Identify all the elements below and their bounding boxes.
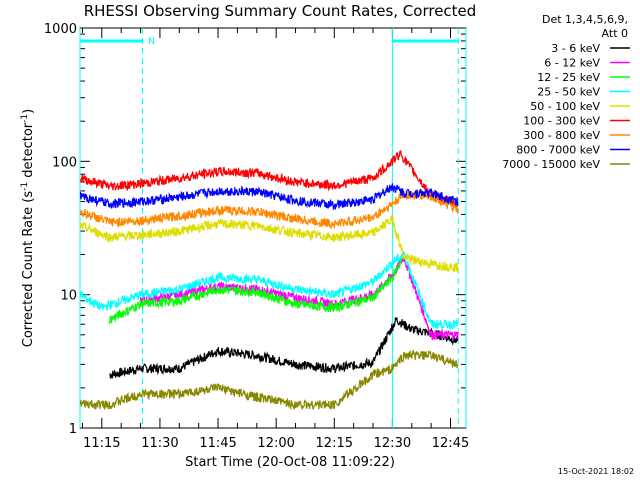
legend-label: 25 - 50 keV bbox=[537, 86, 600, 99]
flag-marker-n: N bbox=[148, 37, 155, 47]
y-tick-label: 100 bbox=[52, 155, 77, 170]
series-line bbox=[79, 251, 459, 332]
legend-label: 300 - 800 keV bbox=[523, 129, 600, 142]
x-tick-label: 11:15 bbox=[83, 436, 120, 451]
legend: Det 1,3,4,5,6,9, Att 0 3 - 6 keV 6 - 12 k… bbox=[502, 13, 630, 171]
legend-label: 3 - 6 keV bbox=[551, 42, 600, 55]
generation-timestamp: 15-Oct-2021 18:02 bbox=[558, 467, 634, 476]
x-tick-label: 12:45 bbox=[432, 436, 469, 451]
x-tick-label: 12:30 bbox=[374, 436, 411, 451]
series-line bbox=[79, 183, 459, 210]
y-axis: 1 10 100 1000 bbox=[44, 22, 466, 437]
x-axis-label: Start Time (20-Oct-08 11:09:22) bbox=[185, 455, 395, 470]
y-tick-label: 10 bbox=[60, 289, 77, 304]
legend-label: 12 - 25 keV bbox=[537, 71, 600, 84]
series-line bbox=[79, 150, 459, 208]
x-axis: 11:15 11:30 11:45 12:00 12:15 12:30 12:45 bbox=[81, 28, 469, 451]
legend-label: 100 - 300 keV bbox=[523, 115, 600, 128]
series-line bbox=[79, 188, 459, 230]
x-tick-label: 11:30 bbox=[141, 436, 178, 451]
series-group bbox=[79, 150, 459, 411]
x-tick-label: 11:45 bbox=[199, 436, 236, 451]
y-axis-label: Corrected Count Rate (s-1 detector-1) bbox=[20, 109, 36, 347]
legend-label: 50 - 100 keV bbox=[530, 100, 600, 113]
x-tick-label: 12:00 bbox=[257, 436, 294, 451]
y-tick-label: 1000 bbox=[44, 22, 77, 37]
legend-label: 7000 - 15000 keV bbox=[502, 158, 600, 171]
y-tick-label: 1 bbox=[69, 422, 77, 437]
legend-label: 6 - 12 keV bbox=[544, 57, 600, 70]
legend-label: 800 - 7000 keV bbox=[516, 144, 600, 157]
series-line bbox=[109, 317, 459, 379]
series-line bbox=[79, 349, 459, 411]
series-line bbox=[109, 253, 405, 325]
chart-title: RHESSI Observing Summary Count Rates, Co… bbox=[84, 2, 477, 20]
x-tick-label: 12:15 bbox=[316, 436, 353, 451]
legend-header-line1: Det 1,3,4,5,6,9, bbox=[542, 13, 628, 26]
series-line bbox=[79, 215, 459, 273]
legend-header-line2: Att 0 bbox=[602, 27, 628, 40]
